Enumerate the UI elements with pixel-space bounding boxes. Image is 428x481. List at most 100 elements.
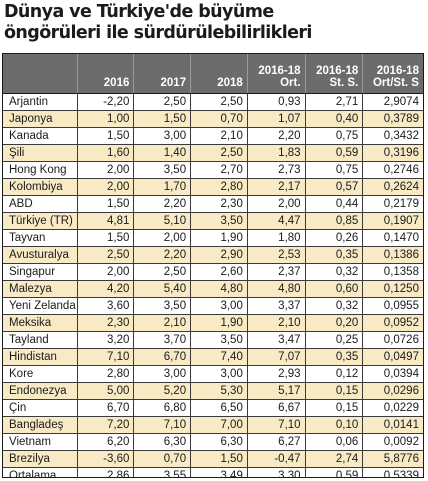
table-cell-6: 0,2179 — [362, 196, 423, 212]
table-cell-4: 3,47 — [246, 332, 305, 348]
table-cell-1: 2,30 — [76, 315, 134, 331]
table-cell-1: -2,20 — [76, 94, 134, 110]
table-row: Türkiye (TR) 4,81 5,10 3,50 4,47 0,85 0,1907 — [3, 213, 423, 230]
table-row: Kore 2,80 3,00 3,00 2,93 0,12 0,0394 — [3, 366, 423, 383]
table-cell-3: 6,50 — [190, 400, 247, 416]
table-cell-3: 1,90 — [190, 315, 247, 331]
table-cell-4: 1,07 — [246, 111, 305, 127]
table-cell-2: 3,00 — [133, 366, 190, 382]
table-cell-0: Şili — [9, 147, 25, 159]
table-cell-2: 2,10 — [133, 315, 190, 331]
table-cell-4: 1,83 — [246, 145, 305, 161]
table-cell-6: 0,0497 — [362, 349, 423, 365]
table-cell-2: 2,20 — [133, 196, 190, 212]
table-cell-5: 0,12 — [304, 366, 363, 382]
table-cell-6: 0,5339 — [362, 468, 423, 477]
table-cell-4: 2,73 — [246, 162, 305, 178]
table-cell-1: 4,81 — [76, 213, 134, 229]
table-cell-1: 2,86 — [76, 468, 134, 477]
table-row: Şili 1,60 1,40 2,50 1,83 0,59 0,3196 — [3, 145, 423, 162]
table-cell-1: 7,10 — [76, 349, 134, 365]
table-cell-5: 0,59 — [304, 468, 363, 477]
table-cell-4: 2,93 — [246, 366, 305, 382]
table-cell-3: 2,10 — [190, 128, 247, 144]
table-cell-0: Yeni Zelanda — [9, 300, 76, 312]
header-cell-6: 2016-18 Ort/St. S — [362, 54, 423, 93]
table-cell-5: 0,44 — [304, 196, 363, 212]
table-row: Ortalama 2,86 3,55 3,49 3,30 0,59 0,5339 — [3, 468, 423, 477]
table-cell-1: 3,60 — [76, 298, 134, 314]
header-cell-0 — [3, 54, 77, 93]
table-cell-5: 0,15 — [304, 400, 363, 416]
table-cell-1: 2,00 — [76, 179, 134, 195]
table-cell-1: 1,50 — [76, 196, 134, 212]
table-cell-3: 5,30 — [190, 383, 247, 399]
table-header-row: 2016 2017 2018 2016-18 Ort. 2016-18 St. S. 20… — [3, 54, 423, 94]
table-cell-1: 2,80 — [76, 366, 134, 382]
table-cell-6: 0,3432 — [362, 128, 423, 144]
table-cell-4: 2,00 — [246, 196, 305, 212]
table-cell-3: 2,80 — [190, 179, 247, 195]
table-row: Hindistan 7,10 6,70 7,40 7,07 0,35 0,0497 — [3, 349, 423, 366]
table-cell-0: Japonya — [9, 113, 53, 125]
table-cell-2: 3,50 — [133, 298, 190, 314]
table-cell-2: 2,20 — [133, 247, 190, 263]
table-cell-0: Brezilya — [9, 453, 50, 465]
table-cell-0: Vietnam — [9, 436, 51, 448]
table-cell-6: 0,1358 — [362, 264, 423, 280]
table-cell-3: 2,30 — [190, 196, 247, 212]
table-cell-1: 2,00 — [76, 162, 134, 178]
table-cell-5: 0,59 — [304, 145, 363, 161]
table-cell-0: Kore — [9, 368, 34, 380]
table-cell-3: 2,50 — [190, 145, 247, 161]
table-cell-1: 1,50 — [76, 230, 134, 246]
table-row: Avusturalya 2,50 2,20 2,90 2,53 0,35 0,1386 — [3, 247, 423, 264]
growth-table: 2016 2017 2018 2016-18 Ort. 2016-18 St. S. 20… — [2, 53, 424, 478]
table-cell-3: 4,80 — [190, 281, 247, 297]
table-cell-0: Arjantin — [9, 96, 48, 108]
table-cell-6: 0,0296 — [362, 383, 423, 399]
table-row: Malezya 4,20 5,40 4,80 4,80 0,60 0,1250 — [3, 281, 423, 298]
table-row: Yeni Zelanda 3,60 3,50 3,00 3,37 0,32 0,0955 — [3, 298, 423, 315]
table-cell-3: 0,70 — [190, 111, 247, 127]
table-cell-6: 0,1250 — [362, 281, 423, 297]
table-cell-3: 1,50 — [190, 451, 247, 467]
table-cell-3: 1,90 — [190, 230, 247, 246]
table-cell-1: 1,00 — [76, 111, 134, 127]
table-cell-4: 7,07 — [246, 349, 305, 365]
table-cell-6: 2,9074 — [362, 94, 423, 110]
table-cell-4: -0,47 — [246, 451, 305, 467]
table-cell-2: 2,50 — [133, 264, 190, 280]
table-row: Brezilya -3,60 0,70 1,50 -0,47 2,74 5,8776 — [3, 451, 423, 468]
table-cell-4: 6,27 — [246, 434, 305, 450]
table-cell-0: Singapur — [9, 266, 56, 278]
table-cell-2: 3,70 — [133, 332, 190, 348]
table-cell-3: 2,60 — [190, 264, 247, 280]
table-cell-5: 0,60 — [304, 281, 363, 297]
table-cell-2: 6,80 — [133, 400, 190, 416]
table-cell-1: 5,00 — [76, 383, 134, 399]
table-cell-1: 2,50 — [76, 247, 134, 263]
table-cell-6: 0,0394 — [362, 366, 423, 382]
table-cell-4: 3,37 — [246, 298, 305, 314]
table-cell-4: 2,10 — [246, 315, 305, 331]
table-cell-5: 0,57 — [304, 179, 363, 195]
table-cell-6: 0,0141 — [362, 417, 423, 433]
table-cell-6: 0,0092 — [362, 434, 423, 450]
header-cell-3: 2018 — [190, 54, 247, 93]
table-cell-6: 0,2624 — [362, 179, 423, 195]
table-cell-0: Hong Kong — [9, 164, 67, 176]
table-cell-4: 0,93 — [246, 94, 305, 110]
table-cell-2: 3,50 — [133, 162, 190, 178]
table-cell-6: 5,8776 — [362, 451, 423, 467]
table-cell-0: Malezya — [9, 283, 52, 295]
table-cell-1: -3,60 — [76, 451, 134, 467]
table-cell-4: 7,10 — [246, 417, 305, 433]
table-cell-3: 2,90 — [190, 247, 247, 263]
table-cell-3: 3,49 — [190, 468, 247, 477]
table-cell-5: 0,06 — [304, 434, 363, 450]
table-cell-0: Hindistan — [9, 351, 57, 363]
table-cell-2: 5,10 — [133, 213, 190, 229]
table-cell-0: Çin — [9, 402, 27, 414]
table-cell-2: 2,00 — [133, 230, 190, 246]
